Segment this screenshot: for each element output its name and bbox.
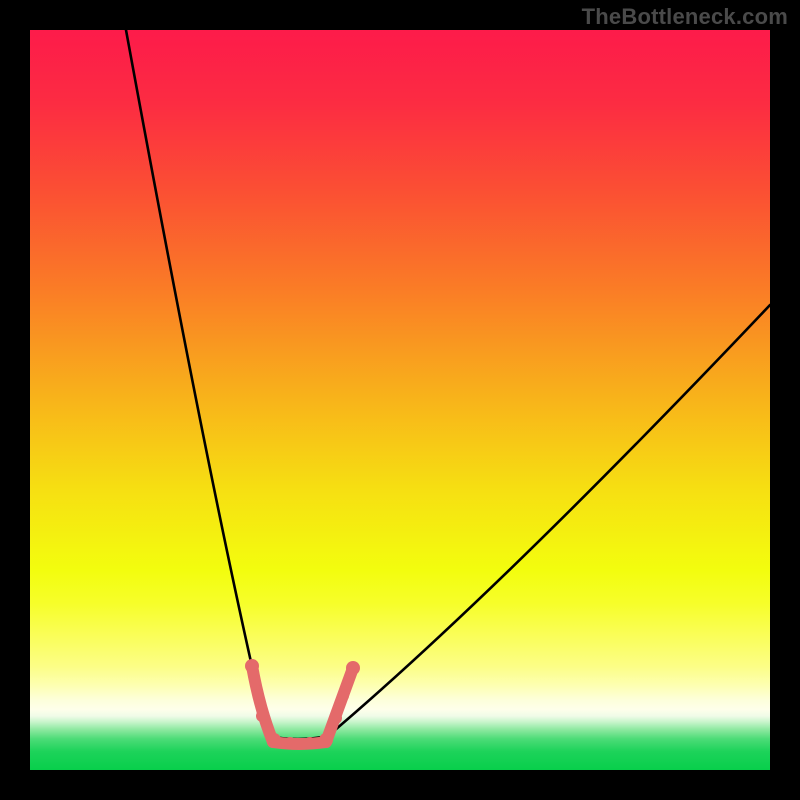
overlay-dot [252,685,262,695]
overlay-dot [284,737,296,749]
canvas: TheBottleneck.com [0,0,800,800]
overlay-dot [339,691,349,701]
overlay-dot [346,661,360,675]
gradient-background [30,30,770,770]
overlay-dot [304,737,316,749]
overlay-dot [256,710,268,722]
overlay-dot [330,712,342,724]
plot-svg [30,30,770,770]
overlay-dot [245,659,259,673]
watermark-text: TheBottleneck.com [582,4,788,30]
overlay-dot [319,733,333,747]
plot-area [30,30,770,770]
overlay-dot [267,733,281,747]
overlay-stroke [273,742,326,744]
